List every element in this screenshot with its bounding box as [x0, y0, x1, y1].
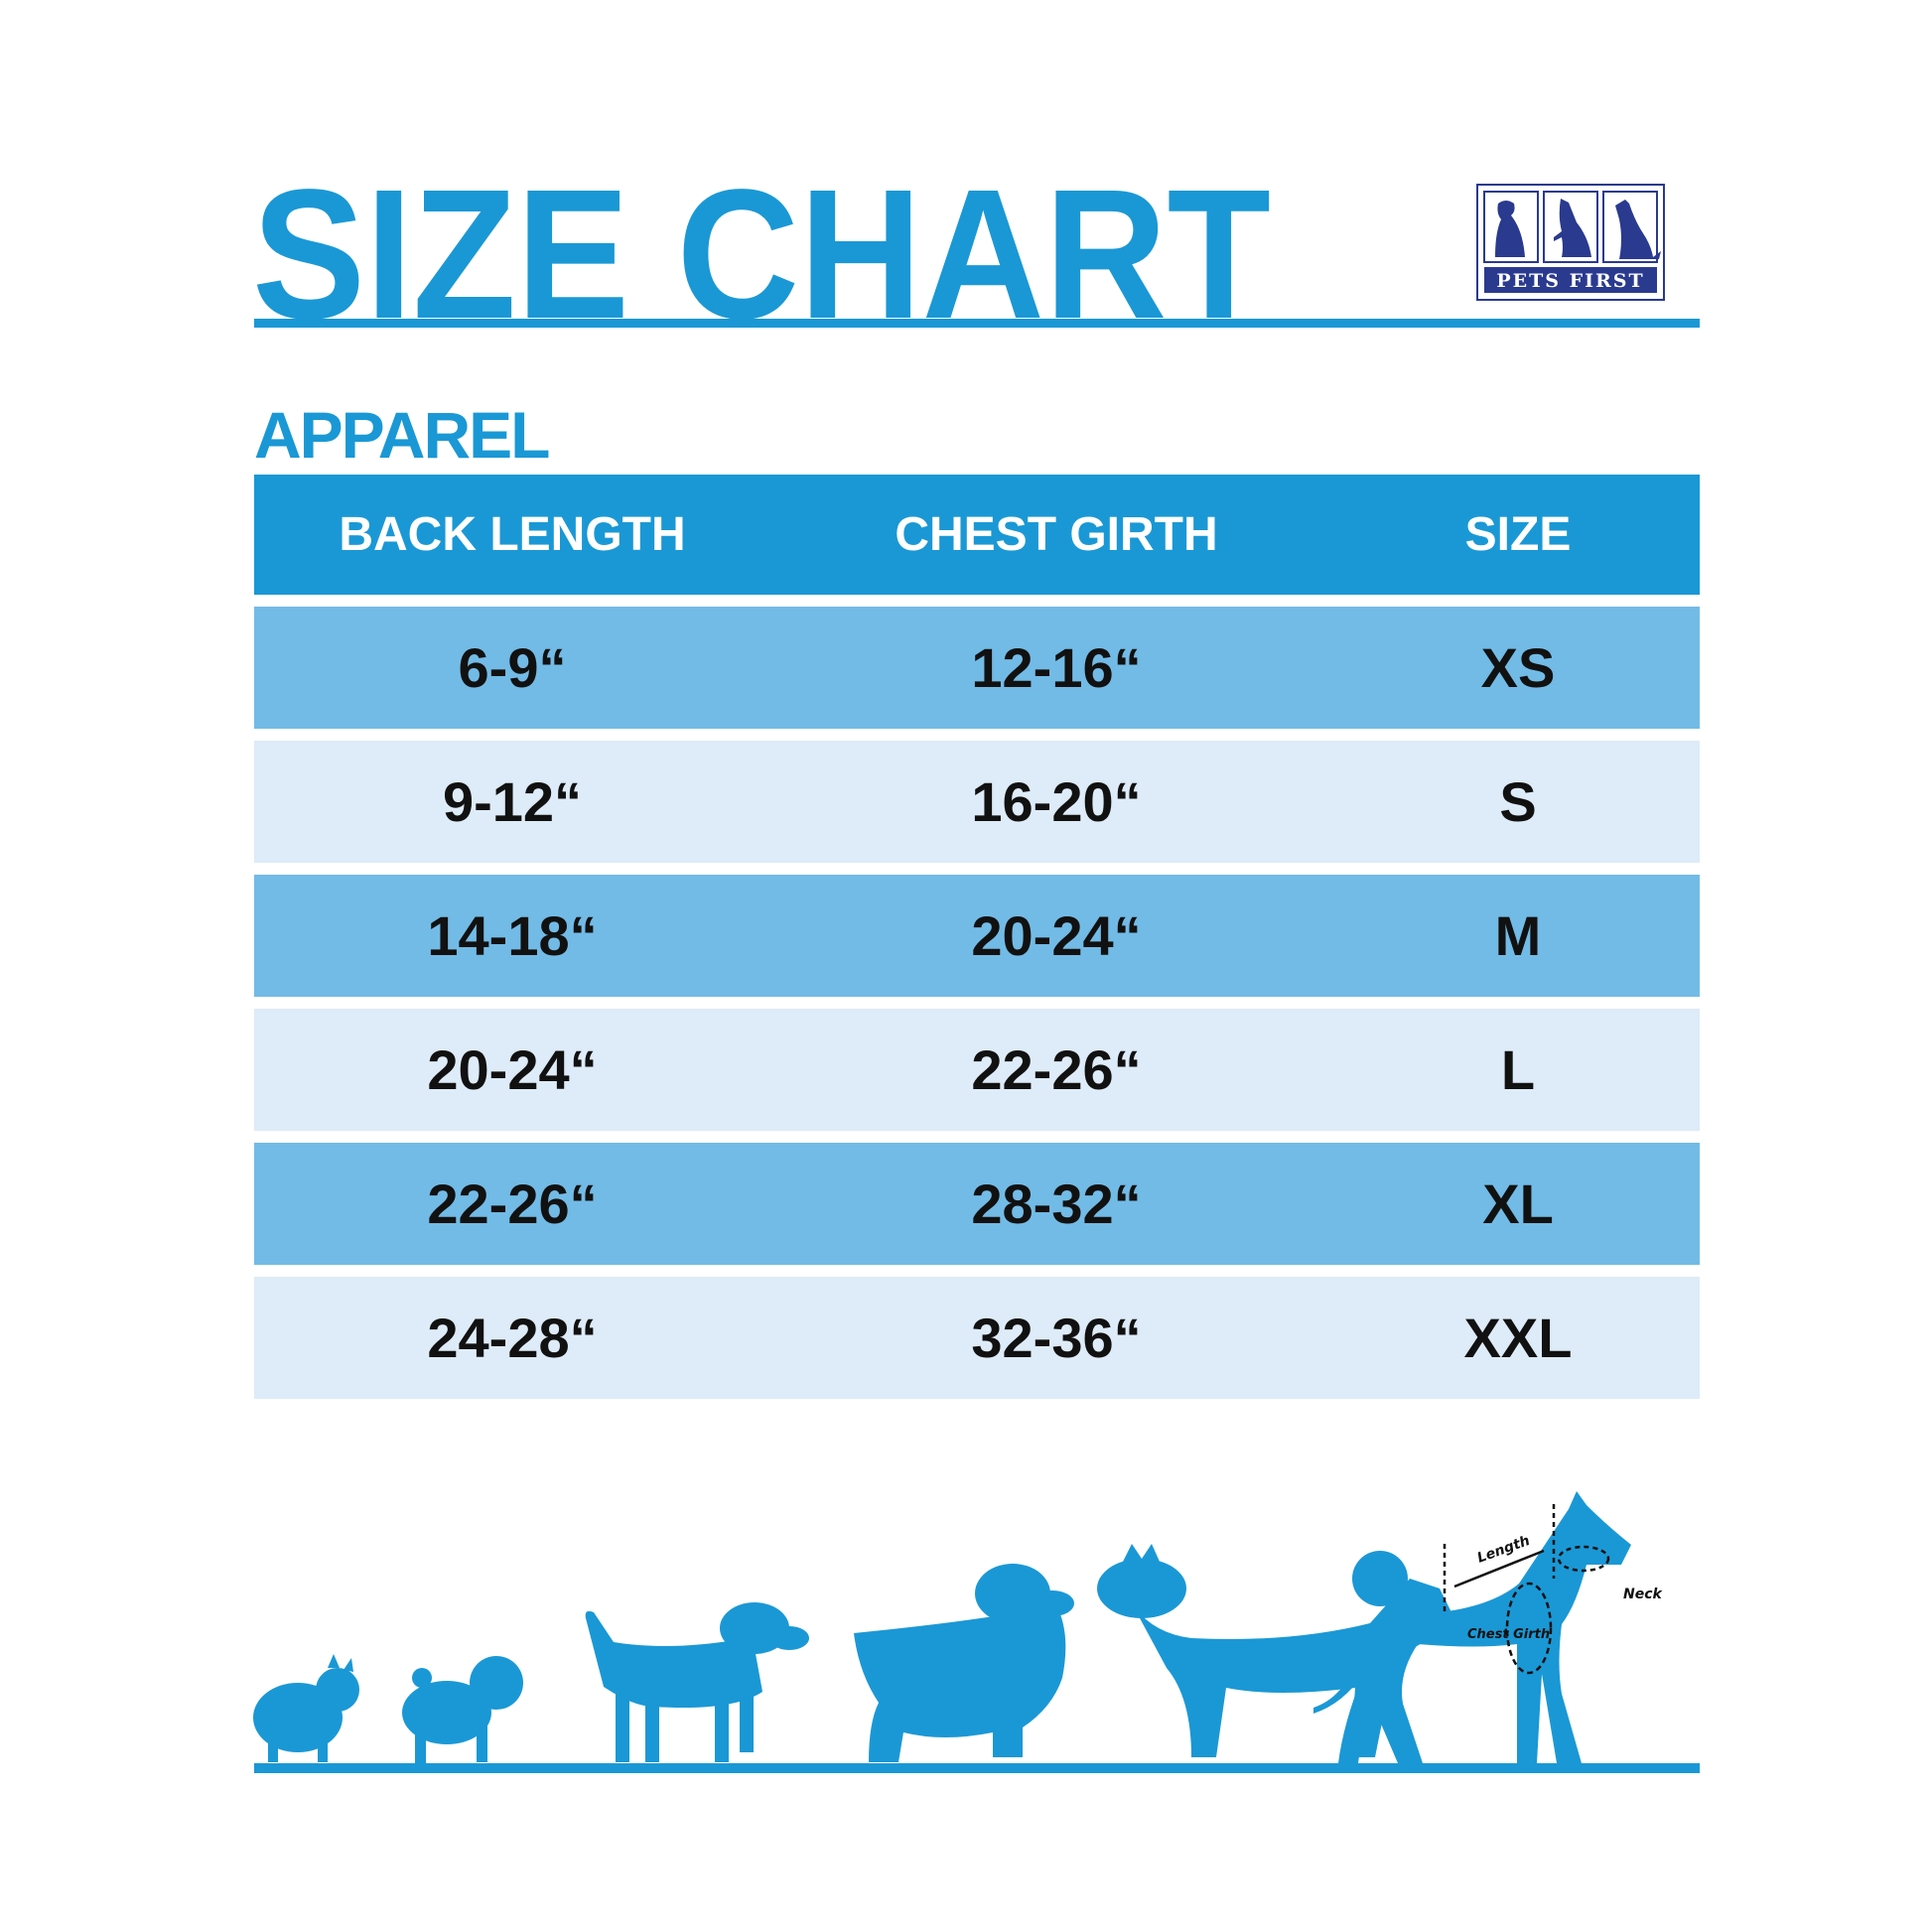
chest-girth-label: Chest Girth: [1467, 1627, 1550, 1642]
great-dane-icon: [1313, 1491, 1631, 1763]
table-header: BACK LENGTH CHEST GIRTH SIZE: [254, 475, 1700, 595]
dog-icon: [1615, 200, 1661, 259]
cell-back-length: 24-28“: [427, 1307, 598, 1369]
ground-line: [254, 1763, 1700, 1773]
cell-chest-girth: 32-36“: [971, 1307, 1142, 1369]
table-row: 20-24“ 22-26“ L: [254, 1009, 1700, 1131]
cell-size: XS: [1480, 636, 1556, 699]
dog-silhouettes: Length Chest Girth Neck: [253, 1491, 1664, 1764]
cell-size: L: [1500, 1038, 1536, 1101]
spaniel-icon: [854, 1564, 1074, 1762]
beagle-icon: [585, 1602, 809, 1762]
cell-chest-girth: 20-24“: [971, 904, 1142, 967]
shaggy-dog-icon: [1097, 1544, 1454, 1757]
header-back-length: BACK LENGTH: [339, 508, 686, 561]
cell-chest-girth: 16-20“: [971, 770, 1142, 833]
length-label: Length: [1475, 1533, 1532, 1567]
pug-icon: [402, 1656, 523, 1764]
cell-back-length: 20-24“: [427, 1038, 598, 1101]
cell-back-length: 9-12“: [442, 770, 583, 833]
cell-back-length: 14-18“: [427, 904, 598, 967]
neck-label: Neck: [1623, 1587, 1664, 1602]
cell-size: XL: [1482, 1173, 1554, 1235]
cell-chest-girth: 28-32“: [971, 1173, 1142, 1235]
dog-icon: [1495, 201, 1525, 257]
table-row: 14-18“ 20-24“ M: [254, 875, 1700, 997]
table-row: 24-28“ 32-36“ XXL: [254, 1277, 1700, 1399]
table-row: 6-9“ 12-16“ XS: [254, 607, 1700, 729]
logo-text: PETS FIRST: [1496, 270, 1644, 292]
table-row: 9-12“ 16-20“ S: [254, 741, 1700, 863]
page-title: SIZE CHART: [252, 169, 1271, 328]
cell-chest-girth: 22-26“: [971, 1038, 1142, 1101]
cell-size: M: [1494, 904, 1542, 967]
cell-chest-girth: 12-16“: [971, 636, 1142, 699]
header-size: SIZE: [1464, 508, 1572, 561]
title-text: SIZE CHART: [252, 169, 1271, 328]
header-chest-girth: CHEST GIRTH: [895, 508, 1218, 561]
title-underline: [254, 319, 1700, 328]
cell-size: S: [1499, 770, 1537, 833]
cell-back-length: 6-9“: [458, 636, 567, 699]
size-table: BACK LENGTH CHEST GIRTH SIZE 6-9“ 12-16“…: [254, 475, 1700, 1399]
pomeranian-icon: [253, 1654, 359, 1762]
section-heading: APPAREL: [254, 398, 550, 472]
table-row: 22-26“ 28-32“ XL: [254, 1143, 1700, 1265]
dog-icon: [1554, 199, 1591, 257]
pets-first-logo: PETS FIRST: [1476, 184, 1665, 301]
cell-back-length: 22-26“: [427, 1173, 598, 1235]
cell-size: XXL: [1463, 1307, 1573, 1369]
